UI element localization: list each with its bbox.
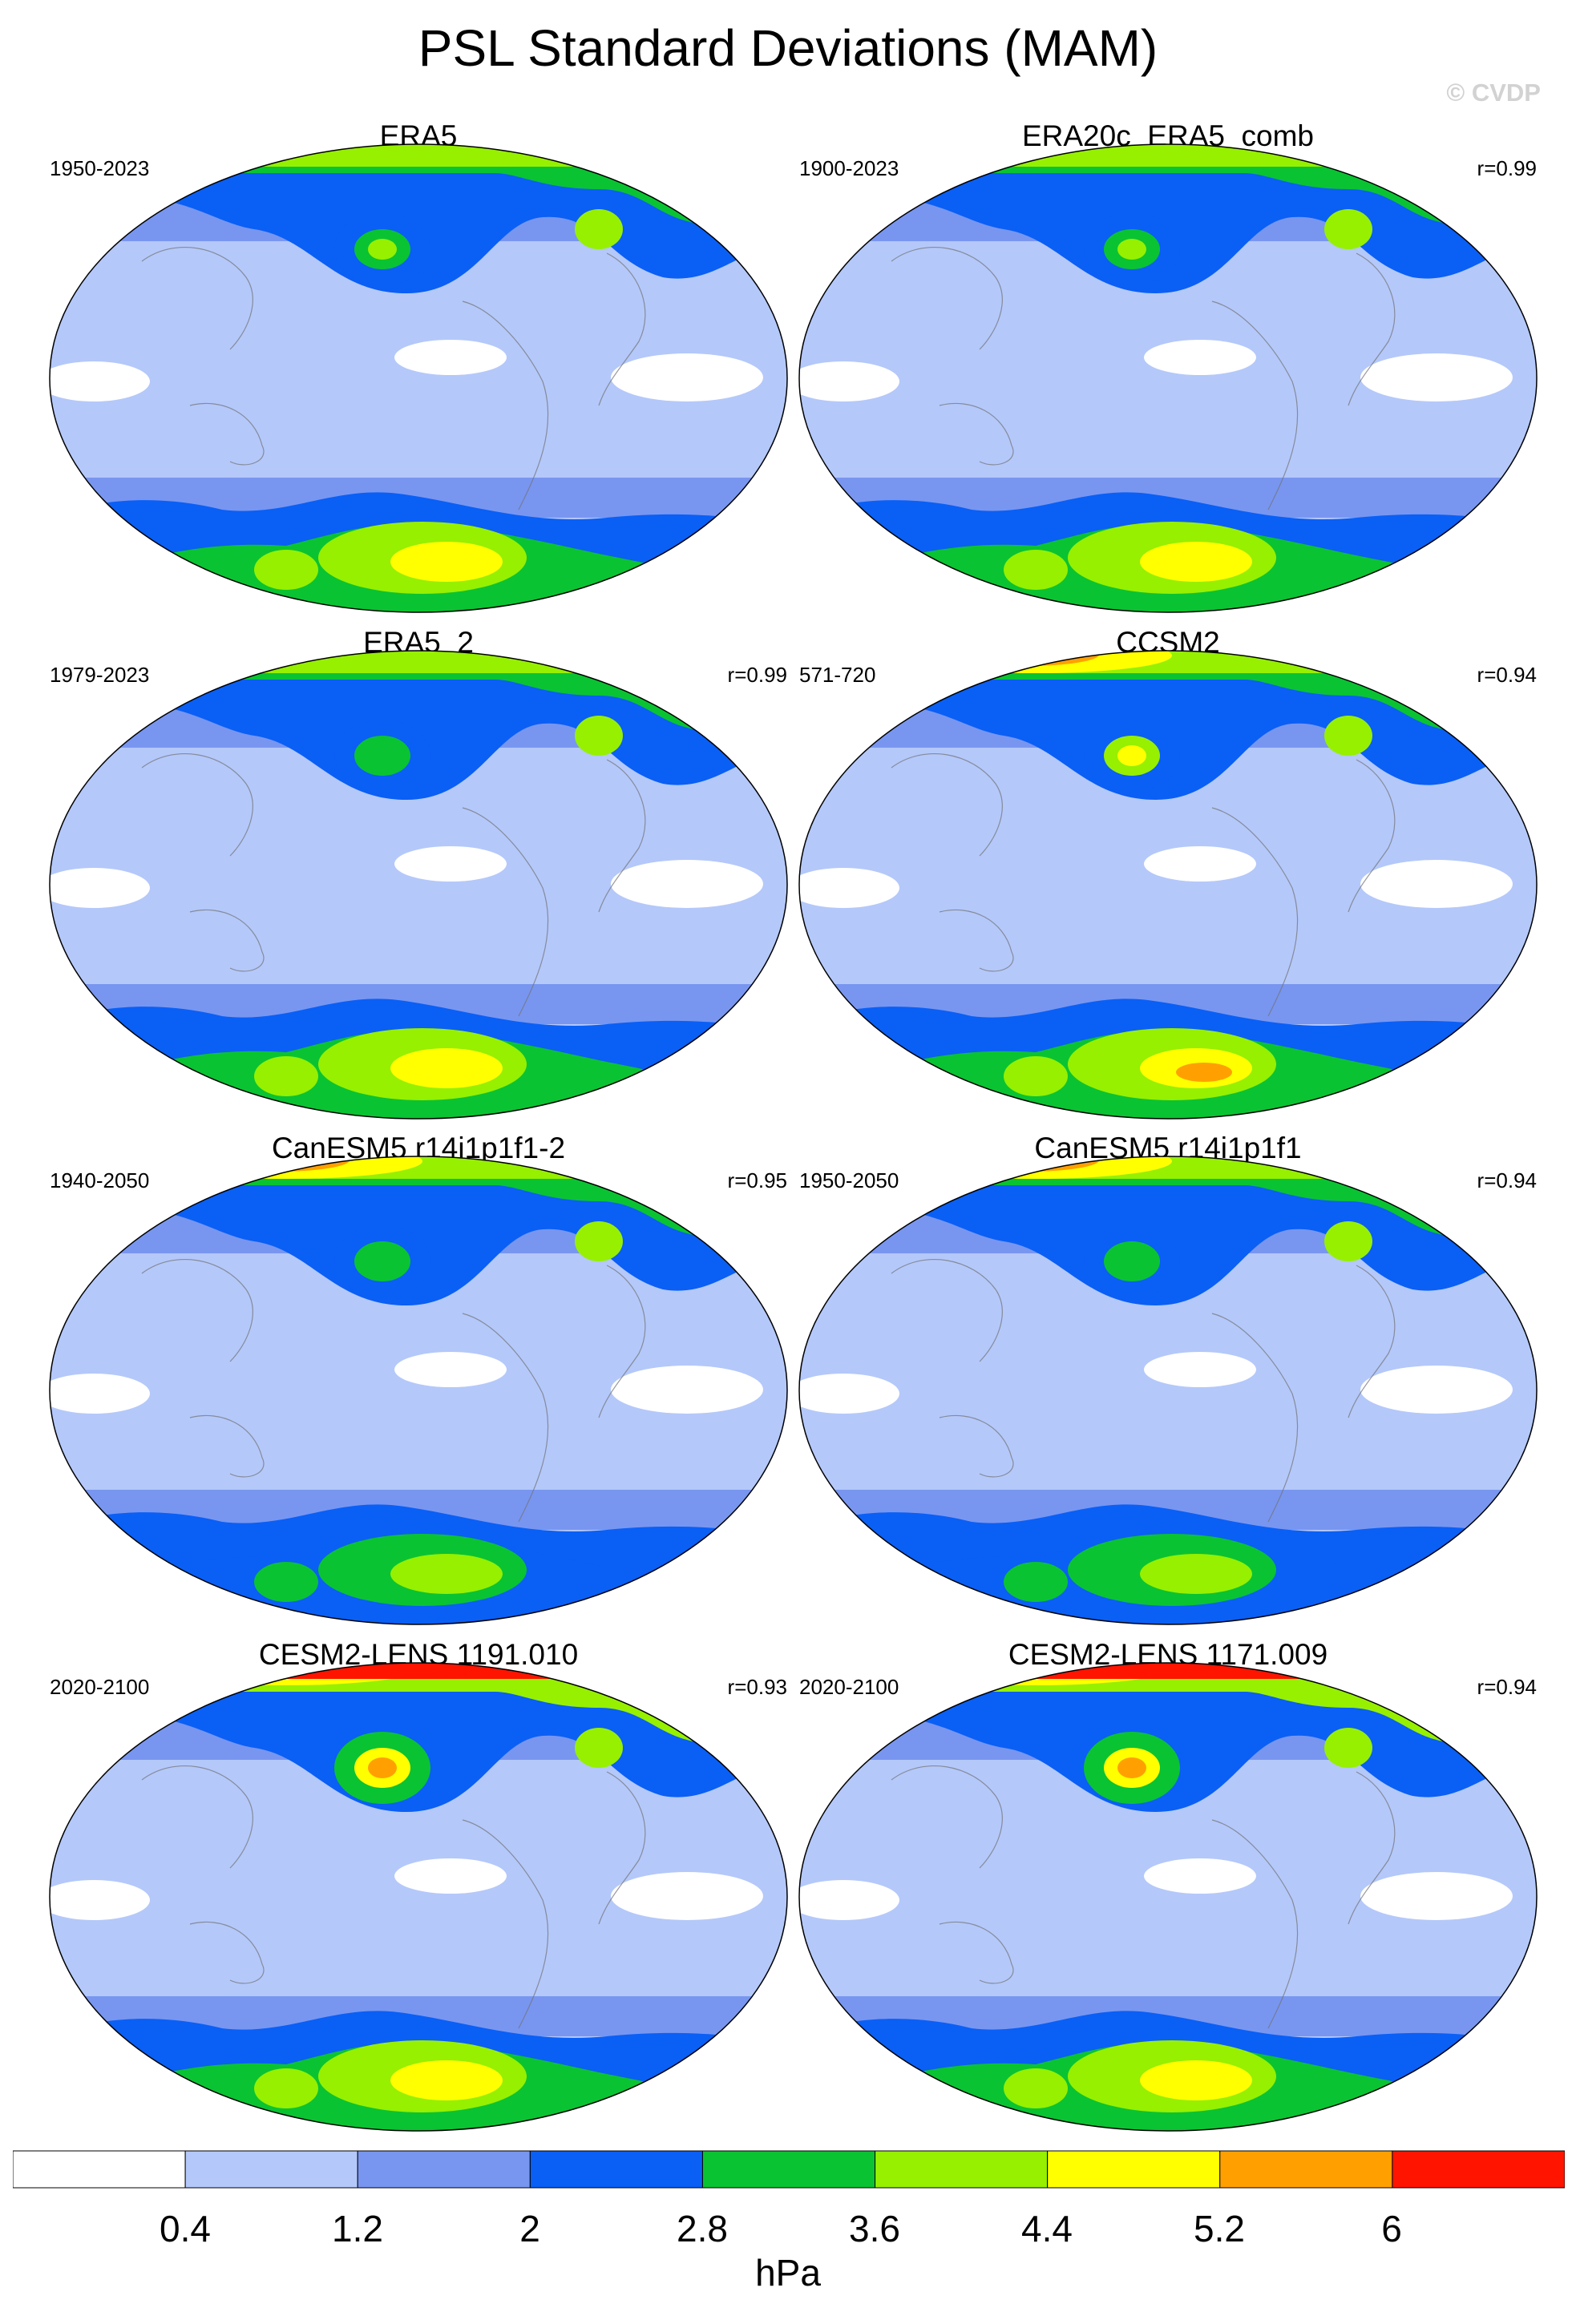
panel-period: 2020-2100: [50, 1675, 150, 1699]
panel-period: 1979-2023: [50, 663, 150, 687]
colorbar-tick-label: 0.4: [160, 2208, 211, 2249]
colorbar-swatch: [1392, 2150, 1565, 2189]
panel-correlation: r=0.95: [727, 1168, 787, 1192]
panel-correlation: r=0.99: [1477, 156, 1537, 180]
panel-period: 2020-2100: [799, 1675, 899, 1699]
panel-period: 1900-2023: [799, 156, 899, 180]
map-panel: ERA20c_ERA5_comb 1900-2023 r=0.99: [795, 119, 1541, 615]
map-plot: [798, 1156, 1538, 1625]
colorbar-tick-label: 4.4: [1021, 2208, 1073, 2249]
map-plot: [49, 1156, 788, 1625]
panel-period: 1940-2050: [50, 1168, 150, 1192]
figure-title: PSL Standard Deviations (MAM): [418, 19, 1158, 77]
colorbar-swatch: [1219, 2150, 1393, 2189]
colorbar-swatch: [357, 2150, 531, 2189]
colorbar-tick-label: 6: [1381, 2208, 1402, 2249]
colorbar-tick-label: 2: [519, 2208, 540, 2249]
colorbar-swatch: [701, 2150, 876, 2189]
colorbar-swatch: [184, 2150, 358, 2189]
panel-correlation: r=0.94: [1477, 1168, 1537, 1192]
map-panel: ERA5_2 1979-2023 r=0.99: [46, 625, 791, 1122]
copyright-label: © CVDP: [1446, 79, 1541, 107]
colorbar-swatch: [529, 2150, 703, 2189]
map-plot: [798, 1662, 1538, 2132]
map-panel: CanESM5 r14i1p1f1 1950-2050 r=0.94: [795, 1131, 1541, 1628]
panel-correlation: r=0.93: [727, 1675, 787, 1699]
map-plot: [49, 143, 788, 613]
colorbar-swatch: [1047, 2150, 1221, 2189]
map-panel: CanESM5 r14i1p1f1-2 1940-2050 r=0.95: [46, 1131, 791, 1628]
panel-correlation: r=0.94: [1477, 1675, 1537, 1699]
map-panel: CESM2-LENS 1191.010 2020-2100 r=0.93: [46, 1637, 791, 2134]
colorbar-swatch: [875, 2150, 1049, 2189]
colorbar-tick-label: 5.2: [1194, 2208, 1245, 2249]
colorbar-units: hPa: [755, 2252, 821, 2294]
map-panel: CESM2-LENS 1171.009 2020-2100 r=0.94: [795, 1637, 1541, 2134]
colorbar-tick-label: 2.8: [677, 2208, 728, 2249]
panel-correlation: r=0.99: [727, 663, 787, 687]
map-plot: [798, 143, 1538, 613]
colorbar: [13, 2150, 1565, 2189]
colorbar-swatch: [13, 2150, 186, 2189]
panel-period: 1950-2050: [799, 1168, 899, 1192]
colorbar-tick-label: 3.6: [849, 2208, 900, 2249]
map-panel: ERA5 1950-2023: [46, 119, 791, 615]
map-panel: CCSM2 571-720 r=0.94: [795, 625, 1541, 1122]
map-plot: [49, 650, 788, 1120]
panel-period: 571-720: [799, 663, 876, 687]
map-plot: [798, 650, 1538, 1120]
map-plot: [49, 1662, 788, 2132]
panel-correlation: r=0.94: [1477, 663, 1537, 687]
panel-period: 1950-2023: [50, 156, 150, 180]
colorbar-tick-label: 1.2: [332, 2208, 383, 2249]
